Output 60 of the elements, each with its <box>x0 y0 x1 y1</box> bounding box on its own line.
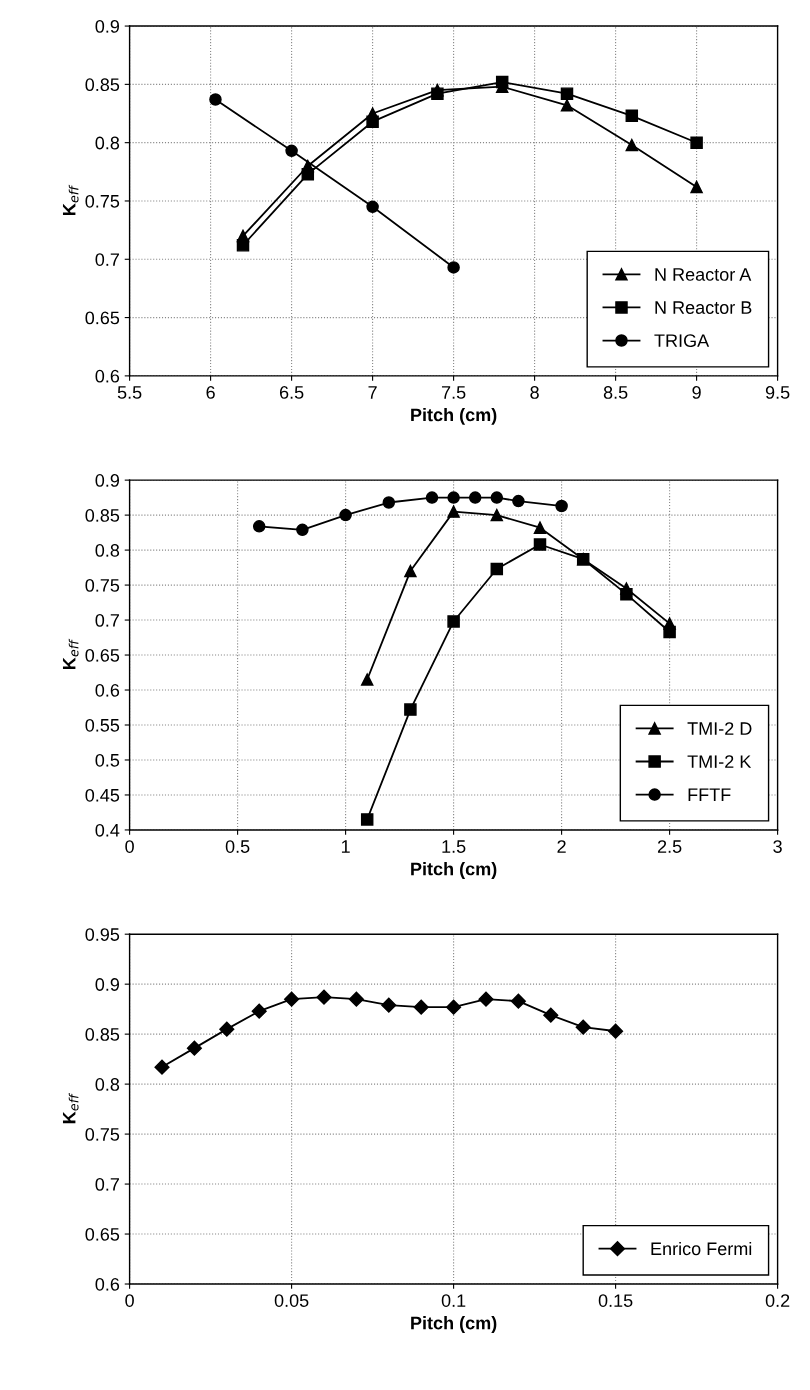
x-tick-label: 0.15 <box>598 1294 633 1307</box>
y-tick-label: 0.75 <box>85 579 120 592</box>
y-tick-label: 0.45 <box>85 788 120 802</box>
x-tick-label: 6.5 <box>279 386 304 399</box>
legend-label: N Reactor B <box>655 301 752 314</box>
x-tick-label: 0 <box>125 840 134 853</box>
y-tick-label: 0.8 <box>95 1078 120 1091</box>
x-axis-title: Pitch (cm) <box>411 407 497 425</box>
y-tick-label: 0.85 <box>85 78 120 92</box>
y-tick-label: 0.7 <box>95 613 119 627</box>
x-tick-label: 2.5 <box>657 840 682 853</box>
y-tick-label: 0.65 <box>85 1227 120 1241</box>
x-tick-label: 0 <box>125 1294 134 1307</box>
x-tick-label: 1 <box>341 840 350 853</box>
y-tick-label: 0.8 <box>95 544 120 557</box>
legend-label: FFTF <box>688 788 731 801</box>
x-axis-title: Pitch (cm) <box>411 862 497 879</box>
y-tick-label: 0.95 <box>85 928 120 941</box>
x-tick-label: 9 <box>692 386 701 399</box>
y-tick-label: 0.9 <box>95 978 120 991</box>
y-tick-label: 0.6 <box>95 683 120 697</box>
y-tick-label: 0.65 <box>85 311 120 325</box>
y-tick-label: 0.85 <box>85 1028 120 1041</box>
y-tick-label: 0.75 <box>85 194 120 208</box>
y-tick-label: 0.6 <box>95 369 120 383</box>
y-tick-label: 0.7 <box>95 253 119 266</box>
x-axis-title: Pitch (cm) <box>411 1316 497 1333</box>
y-tick-label: 0.55 <box>85 718 120 732</box>
y-tick-label: 0.8 <box>95 136 120 150</box>
x-tick-label: 7 <box>368 386 377 399</box>
y-tick-label: 0.9 <box>95 474 120 487</box>
legend-label: TMI-2 K <box>687 755 752 768</box>
x-tick-label: 0.1 <box>441 1294 466 1307</box>
y-tick-label: 0.65 <box>85 648 120 662</box>
y-tick-label: 0.5 <box>95 753 120 767</box>
y-tick-label: 0.6 <box>95 1277 120 1291</box>
x-tick-label: 0.5 <box>225 840 250 853</box>
x-tick-label: 5.5 <box>117 386 142 399</box>
x-tick-label: 3 <box>773 840 782 853</box>
x-tick-label: 8.5 <box>603 386 628 399</box>
x-tick-label: 2 <box>557 840 566 853</box>
x-tick-label: 9.5 <box>765 386 790 399</box>
x-tick-label: 1.5 <box>442 840 466 853</box>
y-axis-title: K$_{eff}$ <box>62 184 79 216</box>
y-tick-label: 0.9 <box>95 20 120 33</box>
x-tick-label: 8 <box>530 386 539 399</box>
y-tick-label: 0.85 <box>85 509 120 522</box>
x-tick-label: 7.5 <box>441 386 466 399</box>
y-tick-label: 0.75 <box>85 1128 120 1141</box>
y-tick-label: 0.4 <box>95 823 120 837</box>
y-axis-title: K$_{eff}$ <box>62 1092 79 1124</box>
y-axis-title: K$_{eff}$ <box>62 638 79 670</box>
x-tick-label: 0.2 <box>765 1294 790 1307</box>
y-tick-label: 0.7 <box>95 1178 119 1191</box>
legend-label: TRIGA <box>654 334 710 348</box>
legend-label: N Reactor A <box>655 268 752 281</box>
x-tick-label: 6 <box>206 386 215 399</box>
x-tick-label: 0.05 <box>274 1294 309 1307</box>
legend-label: TMI-2 D <box>687 722 752 735</box>
legend-label: Enrico Fermi <box>651 1241 752 1256</box>
